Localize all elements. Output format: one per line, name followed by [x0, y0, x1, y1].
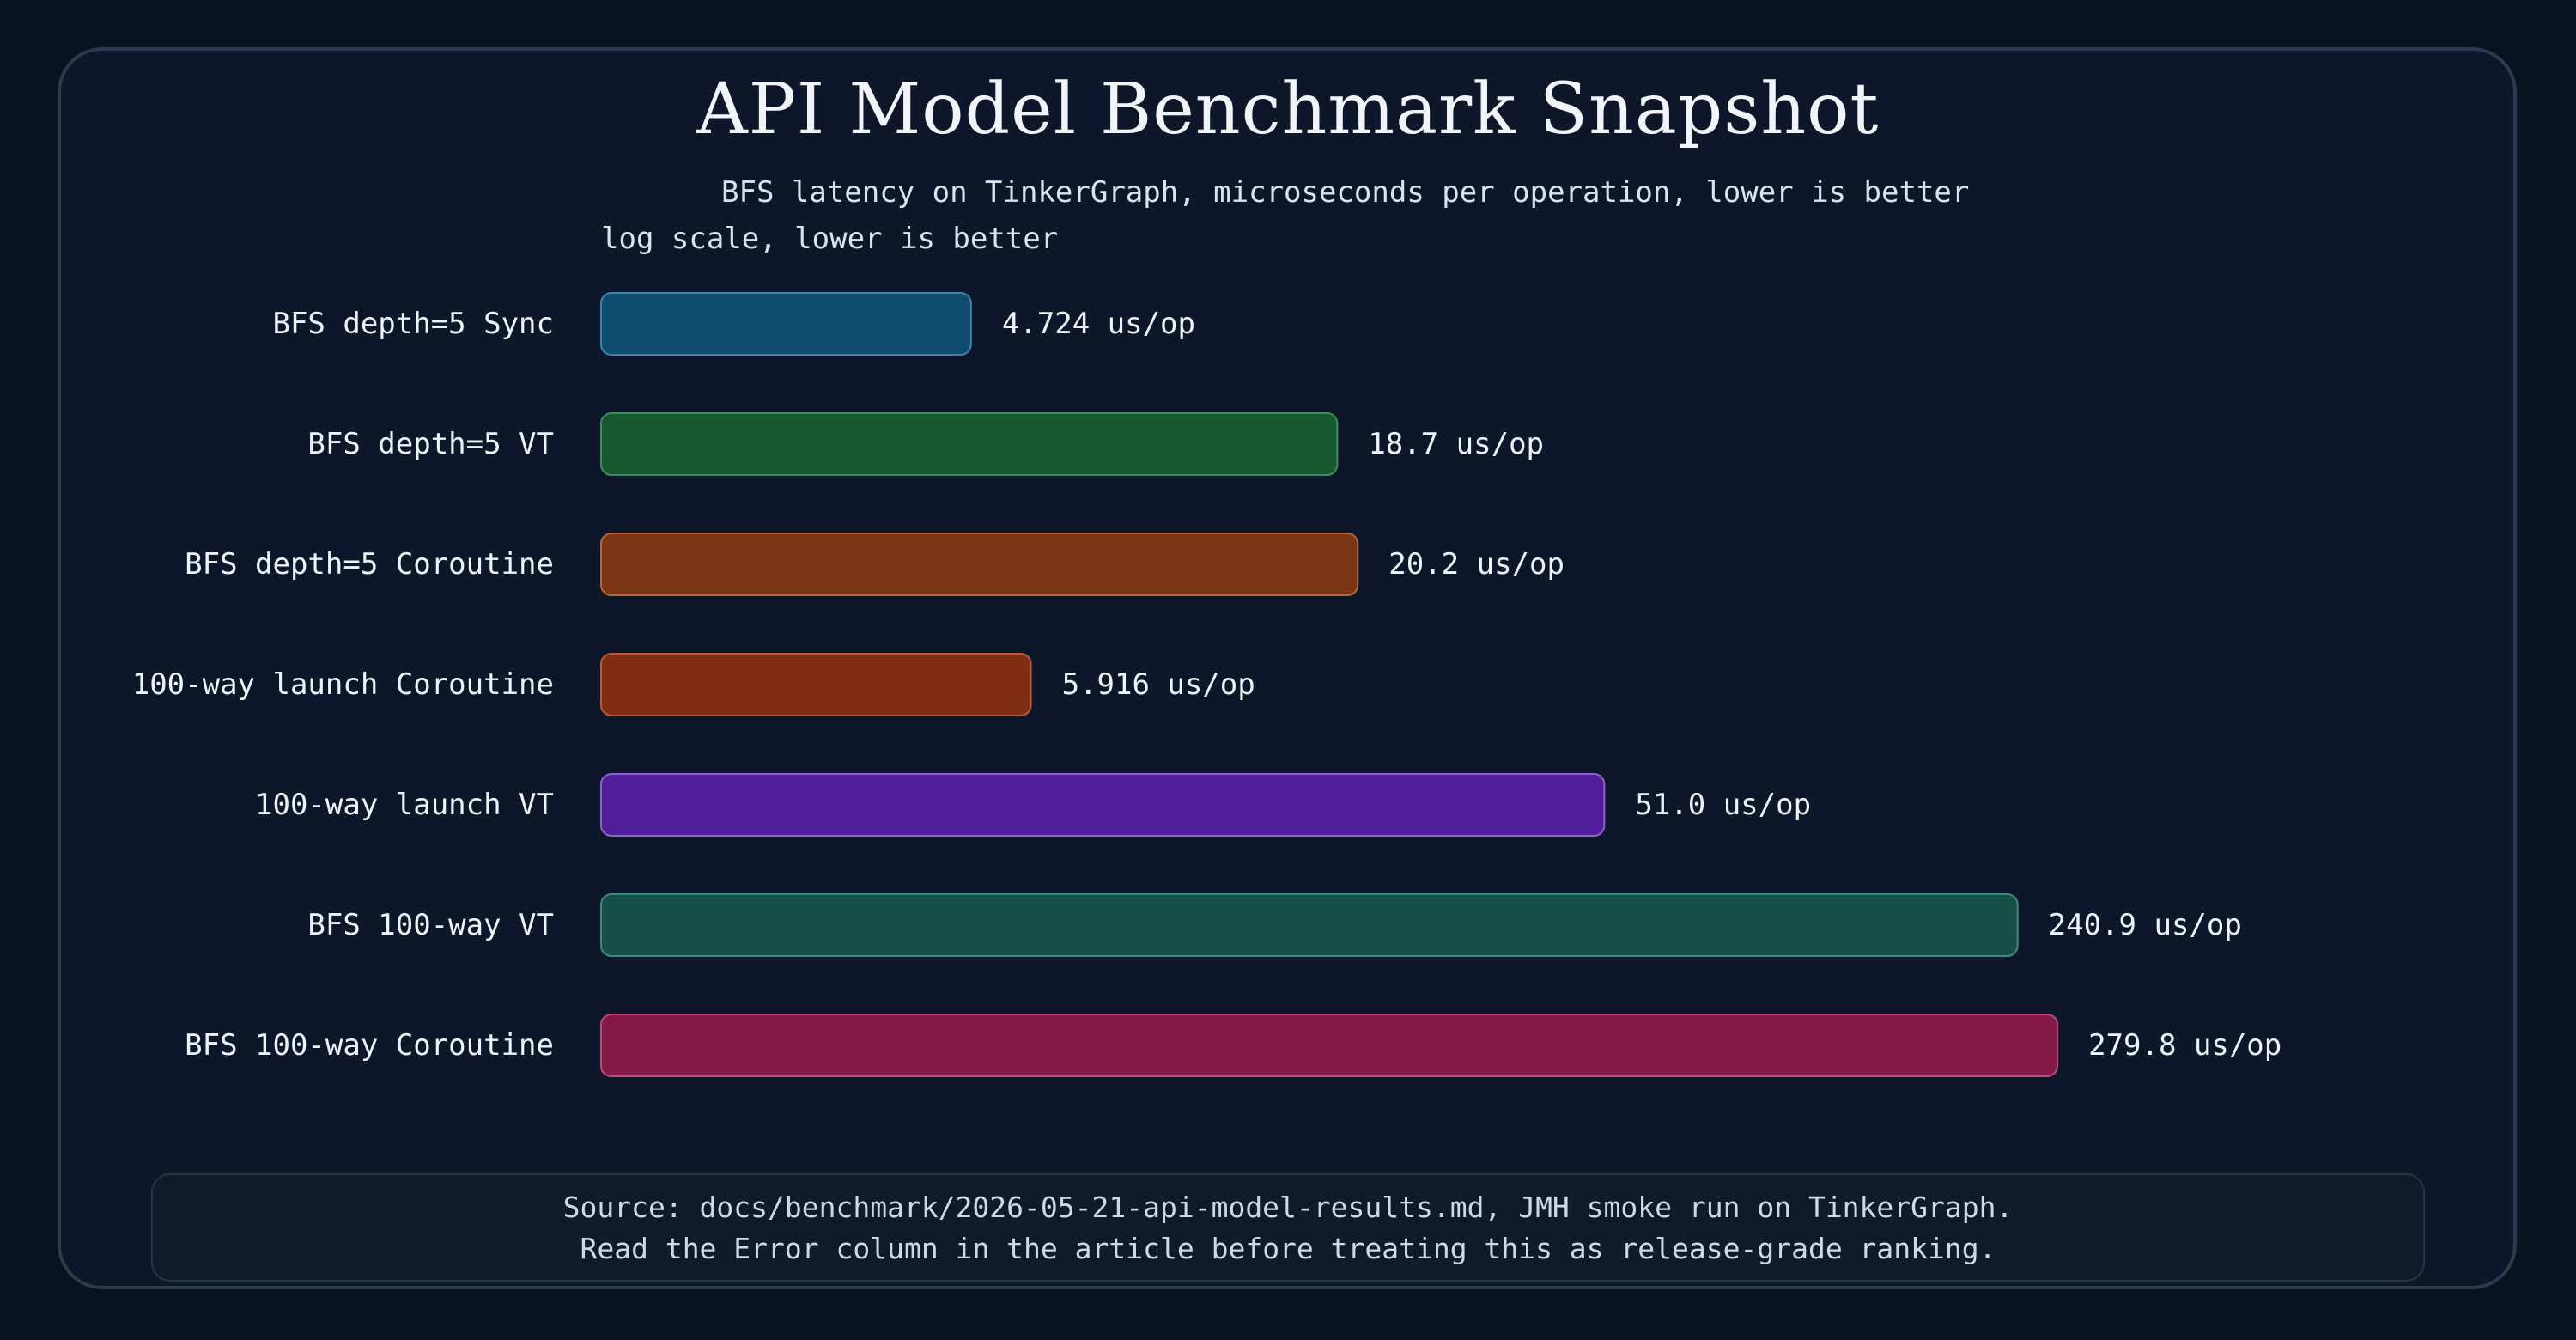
value-label: 51.0 us/op: [1635, 788, 1811, 822]
chart-title: API Model Benchmark Snapshot: [696, 69, 1880, 150]
category-label: BFS 100-way Coroutine: [185, 1028, 554, 1063]
category-label: BFS depth=5 Sync: [272, 307, 554, 341]
bar: [600, 893, 2019, 957]
value-label: 5.916 us/op: [1062, 667, 1255, 702]
bar: [600, 653, 1032, 716]
category-label: BFS depth=5 Coroutine: [185, 547, 554, 582]
bar: [600, 292, 972, 356]
source-note-line-2: Read the Error column in the article bef…: [580, 1232, 1996, 1265]
chart-subtitle: BFS latency on TinkerGraph, microseconds…: [721, 175, 1970, 210]
value-label: 279.8 us/op: [2088, 1028, 2281, 1063]
category-label: BFS 100-way VT: [307, 908, 554, 942]
category-label: 100-way launch VT: [255, 788, 554, 822]
chart-card: [58, 47, 2517, 1289]
bar: [600, 533, 1359, 596]
bar: [600, 1014, 2059, 1077]
source-note: Source: docs/benchmark/2026-05-21-api-mo…: [151, 1173, 2425, 1282]
value-label: 4.724 us/op: [1002, 307, 1195, 341]
category-label: 100-way launch Coroutine: [132, 667, 554, 702]
value-label: 20.2 us/op: [1388, 547, 1564, 582]
source-note-line-1: Source: docs/benchmark/2026-05-21-api-mo…: [562, 1191, 2014, 1224]
scale-note: log scale, lower is better: [601, 222, 1059, 256]
value-label: 18.7 us/op: [1368, 427, 1544, 461]
value-label: 240.9 us/op: [2049, 908, 2242, 942]
category-label: BFS depth=5 VT: [307, 427, 554, 461]
bar: [600, 412, 1339, 476]
bar: [600, 773, 1606, 837]
